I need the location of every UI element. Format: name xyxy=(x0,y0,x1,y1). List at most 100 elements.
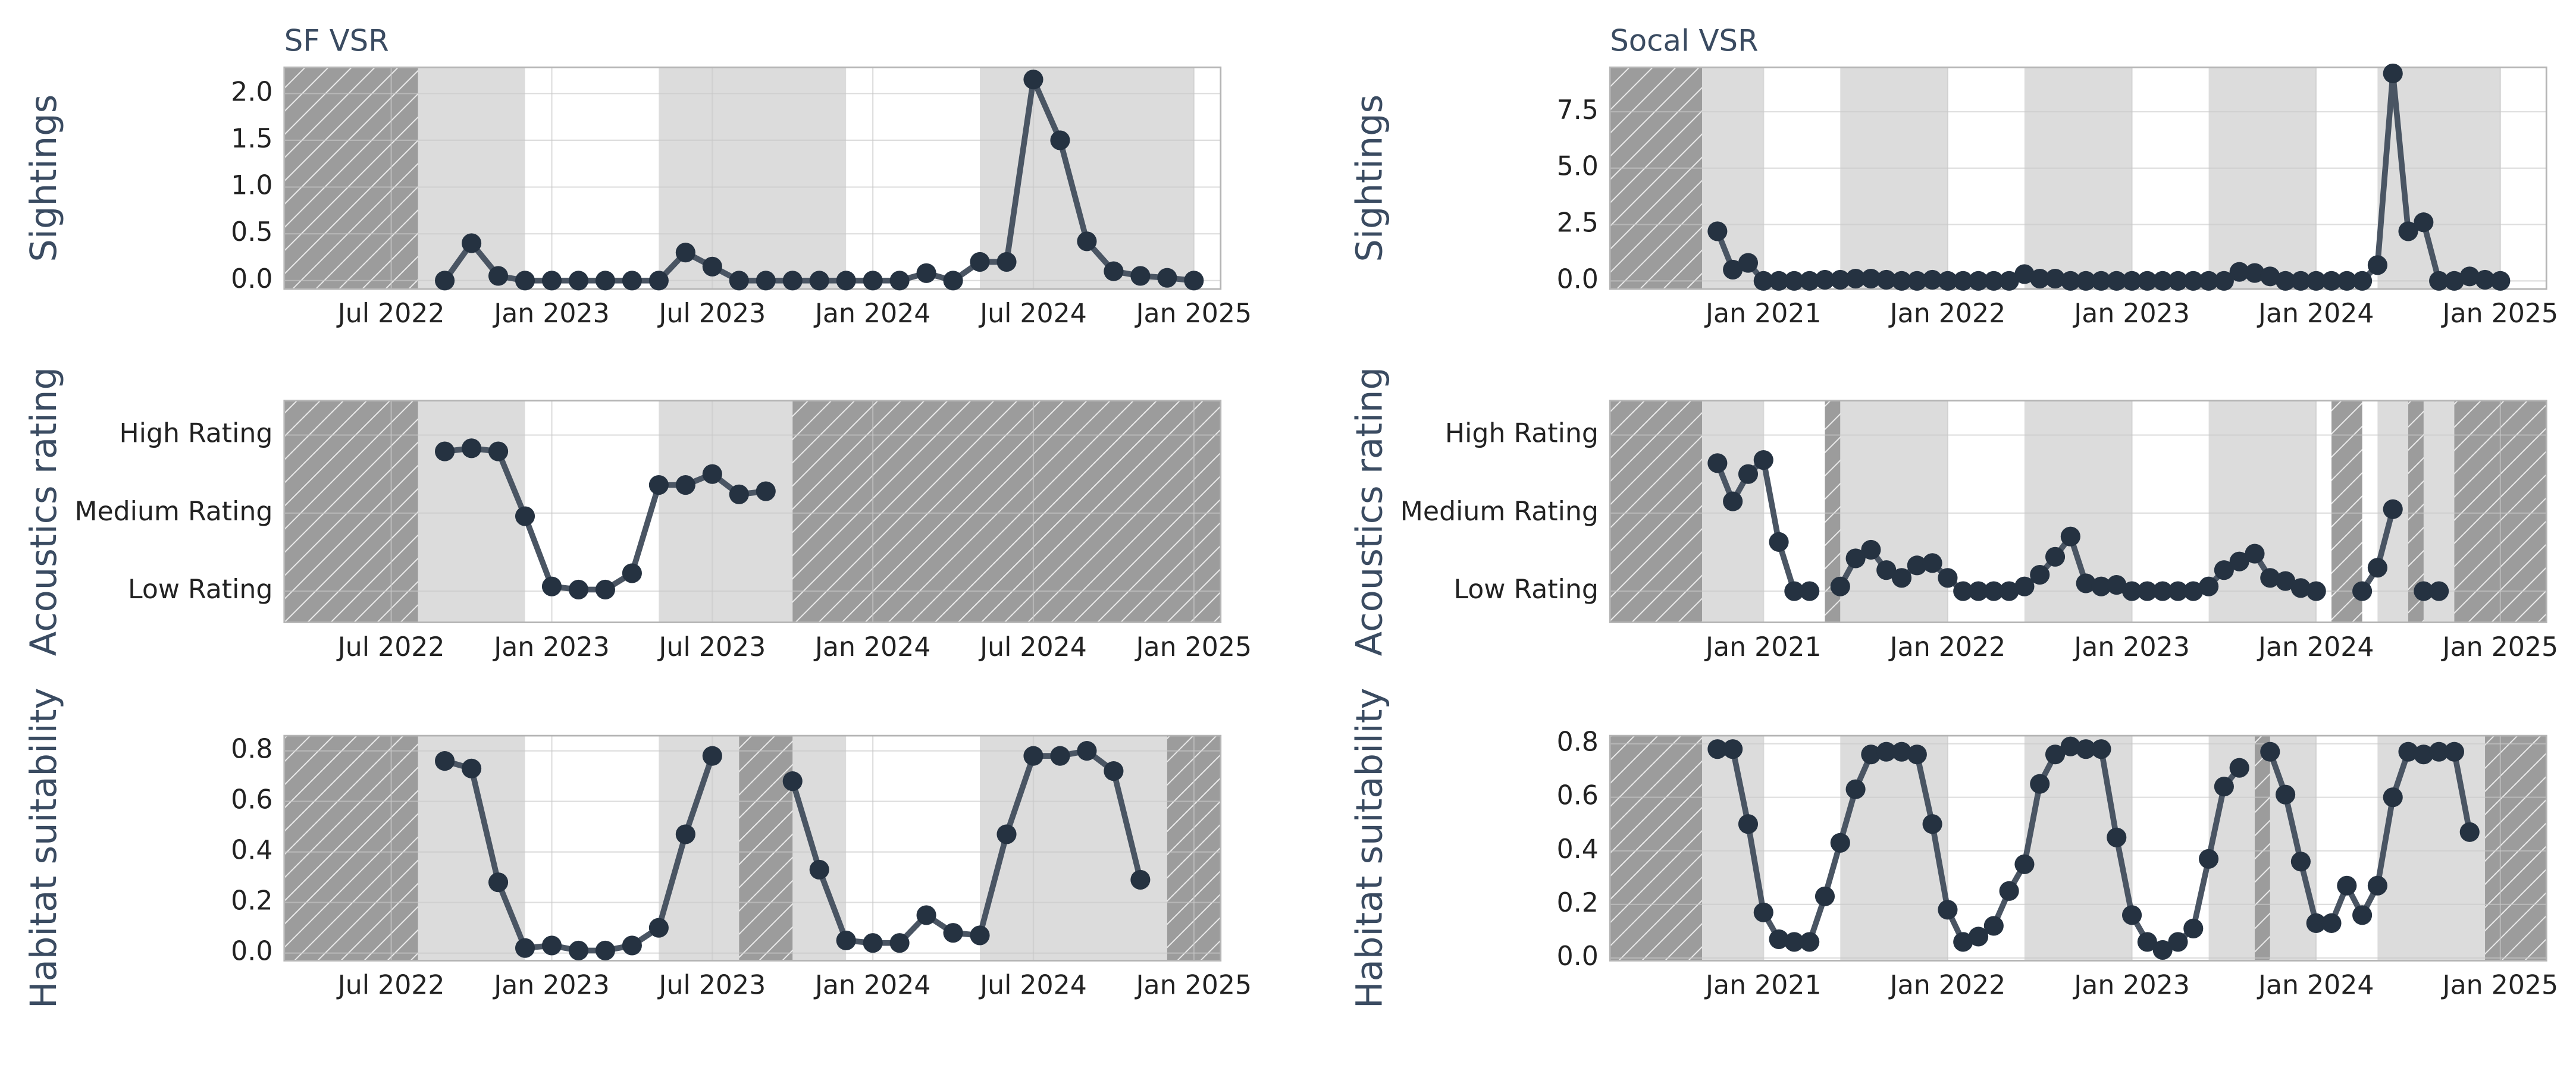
data-point xyxy=(2352,271,2373,291)
y-tick-label: High Rating xyxy=(119,419,272,449)
x-tick-label: Jan 2025 xyxy=(2441,971,2559,1001)
data-point xyxy=(1999,271,2019,291)
data-point xyxy=(2229,551,2249,571)
data-point xyxy=(2290,578,2311,598)
data-point xyxy=(2137,271,2157,291)
y-axis-label: Acoustics rating xyxy=(1349,367,1390,656)
data-point xyxy=(435,271,455,291)
data-point xyxy=(2045,745,2066,765)
data-point xyxy=(2260,568,2280,588)
data-point xyxy=(2121,581,2142,601)
data-point xyxy=(515,271,535,291)
y-axis-label: Acoustics rating xyxy=(23,367,65,656)
data-point xyxy=(2444,271,2464,291)
data-point xyxy=(1104,761,1124,781)
data-point xyxy=(2091,271,2111,291)
data-point xyxy=(2214,271,2234,291)
data-point xyxy=(1938,271,1958,291)
data-point xyxy=(675,824,695,844)
x-tick-label: Jan 2022 xyxy=(1888,632,2006,662)
data-point xyxy=(970,925,990,946)
data-point xyxy=(1723,259,1743,279)
missing-period xyxy=(284,67,418,290)
data-point xyxy=(970,252,990,272)
data-point xyxy=(2152,940,2173,960)
data-point xyxy=(595,271,616,291)
data-point xyxy=(782,771,803,792)
data-point xyxy=(1953,271,1973,291)
x-tick-label: Jul 2023 xyxy=(657,299,766,329)
y-tick-label: 1.5 xyxy=(231,124,272,154)
data-point xyxy=(1753,450,1773,470)
data-point xyxy=(1845,779,1866,799)
data-point xyxy=(1077,231,1097,252)
data-point xyxy=(916,905,936,925)
missing-period xyxy=(284,400,418,623)
data-point xyxy=(2367,558,2387,578)
data-point xyxy=(595,579,616,600)
data-point xyxy=(1784,932,1804,952)
x-tick-label: Jan 2023 xyxy=(492,971,610,1001)
x-tick-label: Jan 2023 xyxy=(2072,632,2190,662)
x-tick-label: Jul 2024 xyxy=(978,632,1087,662)
data-point xyxy=(889,933,910,953)
data-point xyxy=(568,940,589,960)
data-point xyxy=(2383,499,2403,519)
panel: Low Rating Medium Rating High Rating Jul 20… xyxy=(23,367,1252,662)
panel: 0.0 0.2 0.4 0.6 0.8 Jul 2022 Jan 2023 Jul 2023 J… xyxy=(23,687,1252,1009)
data-point xyxy=(2014,264,2035,284)
data-point xyxy=(488,441,509,461)
data-point xyxy=(2199,576,2219,596)
shaded-period xyxy=(980,67,1194,290)
data-point xyxy=(2429,271,2449,291)
plot-area xyxy=(284,67,1221,290)
data-point xyxy=(2168,581,2188,601)
y-tick-label: 5.0 xyxy=(1557,152,1599,182)
data-point xyxy=(756,481,776,501)
shaded-period xyxy=(1840,736,1948,961)
data-point xyxy=(2152,581,2173,601)
data-point xyxy=(1738,253,1759,273)
data-point xyxy=(1130,266,1151,286)
data-point xyxy=(943,271,963,291)
x-tick-label: Jan 2025 xyxy=(2441,299,2559,329)
data-point xyxy=(1861,745,1881,765)
data-point xyxy=(515,938,535,958)
data-point xyxy=(2121,271,2142,291)
x-tick-label: Jul 2024 xyxy=(978,971,1087,1001)
data-point xyxy=(2276,271,2296,291)
data-point xyxy=(1784,581,1804,601)
y-tick-label: Medium Rating xyxy=(1400,497,1599,527)
shaded-period xyxy=(1840,400,1948,623)
data-point xyxy=(1845,268,1866,289)
x-tick-label: Jan 2024 xyxy=(2257,971,2374,1001)
data-point xyxy=(1830,576,1850,596)
data-point xyxy=(2306,581,2326,601)
data-point xyxy=(1815,886,1835,906)
data-point xyxy=(541,935,562,956)
x-tick-label: Jul 2022 xyxy=(336,299,445,329)
data-point xyxy=(1891,568,1912,588)
data-point xyxy=(595,940,616,960)
data-point xyxy=(863,933,883,953)
data-point xyxy=(996,252,1017,272)
data-point xyxy=(2137,581,2157,601)
x-tick-label: Jul 2023 xyxy=(657,632,766,662)
data-point xyxy=(2229,758,2249,778)
shaded-period xyxy=(2208,67,2317,290)
data-point xyxy=(836,930,856,950)
data-point xyxy=(2459,266,2480,287)
data-point xyxy=(1769,271,1789,291)
data-point xyxy=(2414,745,2434,765)
data-point xyxy=(1707,739,1728,759)
shaded-period xyxy=(1702,400,1764,623)
data-point xyxy=(1876,560,1897,580)
y-axis-label: Habitat suitability xyxy=(1349,687,1390,1009)
data-point xyxy=(1907,271,1927,291)
y-tick-label: Low Rating xyxy=(128,574,272,605)
shaded-period xyxy=(1702,67,1764,290)
data-point xyxy=(435,751,455,771)
data-point xyxy=(2045,547,2066,567)
